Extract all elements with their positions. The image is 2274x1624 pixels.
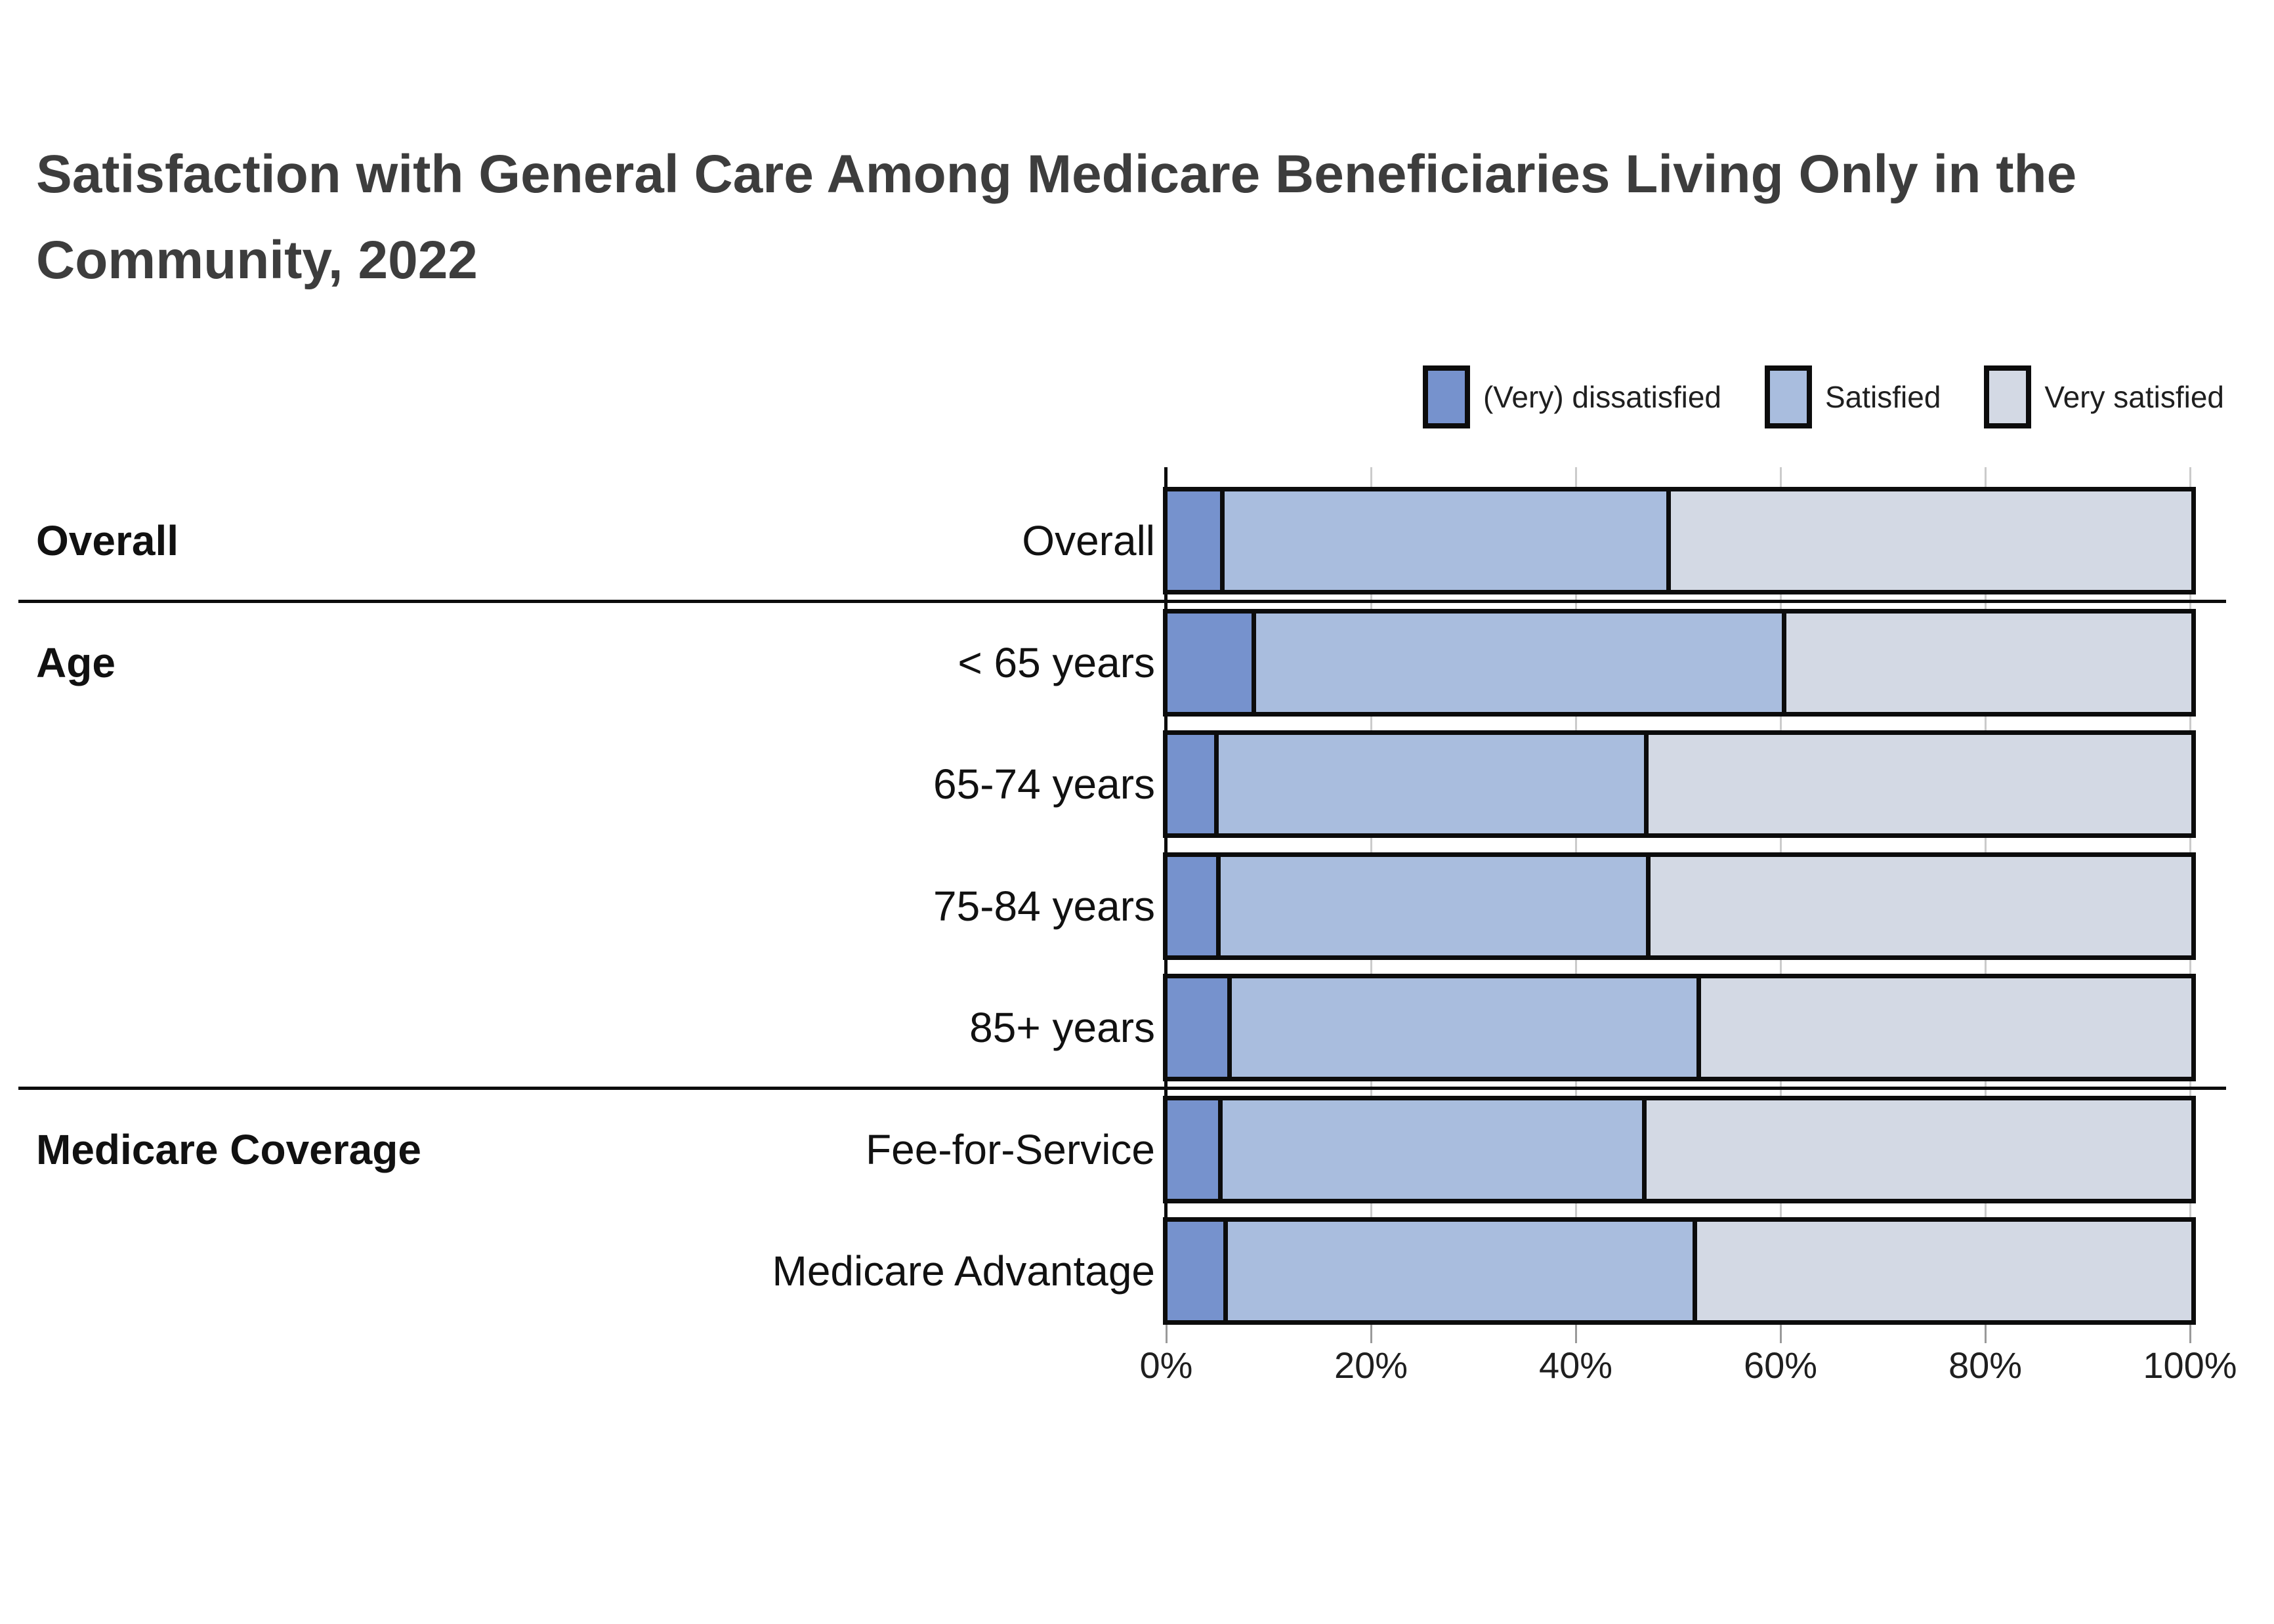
row-label: Overall xyxy=(1022,517,1155,564)
bar-segment-very-satisfied[interactable] xyxy=(1666,491,2191,590)
bar-segment--very-dissatisfied[interactable] xyxy=(1168,614,1252,712)
x-axis-tick xyxy=(1370,1325,1372,1343)
bar-segment-very-satisfied[interactable] xyxy=(1643,735,2191,833)
group-separator xyxy=(18,600,2226,603)
legend-item[interactable]: Satisfied xyxy=(1764,365,1941,428)
x-axis-tick xyxy=(1574,1325,1577,1343)
row-label: 75-84 years xyxy=(933,883,1155,930)
x-axis-tick-label: 60% xyxy=(1743,1344,1818,1386)
bar-segment--very-dissatisfied[interactable] xyxy=(1168,1222,1224,1320)
group-separator xyxy=(18,1087,2226,1090)
stacked-bar xyxy=(1163,852,2196,960)
row-label: 65-74 years xyxy=(933,760,1155,808)
bar-segment-very-satisfied[interactable] xyxy=(1645,857,2191,955)
bar-segment-satisfied[interactable] xyxy=(1216,857,1646,955)
stacked-bar xyxy=(1163,1096,2196,1203)
legend: (Very) dissatisfied Satisfied Very satis… xyxy=(1422,365,2224,428)
row-label: Fee-for-Service xyxy=(866,1126,1155,1173)
x-axis-tick xyxy=(1779,1325,1782,1343)
stacked-bar xyxy=(1163,1217,2196,1325)
chart-row: 75-84 years xyxy=(0,852,2274,960)
legend-swatch[interactable] xyxy=(1764,365,1812,428)
bar-segment--very-dissatisfied[interactable] xyxy=(1168,735,1215,833)
stacked-bar xyxy=(1163,974,2196,1081)
x-axis-tick-label: 40% xyxy=(1538,1344,1613,1386)
legend-label: Satisfied xyxy=(1824,380,1941,414)
x-axis-tick xyxy=(2189,1325,2191,1343)
x-axis-tick-label: 0% xyxy=(1139,1344,1193,1386)
row-label: Medicare Advantage xyxy=(772,1247,1156,1295)
legend-label: (Very) dissatisfied xyxy=(1483,380,1721,414)
y-axis-line xyxy=(1164,467,1168,1325)
row-label: 85+ years xyxy=(969,1004,1155,1051)
row-group-label: Overall xyxy=(36,517,179,564)
x-axis-tick-label: 100% xyxy=(2143,1344,2237,1386)
bar-segment-very-satisfied[interactable] xyxy=(1782,614,2191,712)
legend-swatch[interactable] xyxy=(1422,365,1470,428)
bar-segment--very-dissatisfied[interactable] xyxy=(1168,491,1221,590)
bar-segment-satisfied[interactable] xyxy=(1218,1100,1642,1199)
bar-segment-satisfied[interactable] xyxy=(1220,491,1666,590)
chart-row: 85+ years xyxy=(0,974,2274,1081)
x-axis-tick xyxy=(1165,1325,1168,1343)
bar-segment-satisfied[interactable] xyxy=(1252,614,1782,712)
chart-row: Age < 65 years xyxy=(0,609,2274,717)
row-label: < 65 years xyxy=(958,639,1155,686)
chart-title: Satisfaction with General Care Among Med… xyxy=(36,144,2077,291)
legend-swatch[interactable] xyxy=(1984,365,2032,428)
row-group-label: Age xyxy=(36,639,116,686)
bar-segment-satisfied[interactable] xyxy=(1227,978,1697,1077)
chart-row: Overall Overall xyxy=(0,487,2274,594)
x-axis-tick-label: 20% xyxy=(1334,1344,1408,1386)
chart-row: Medicare Advantage xyxy=(0,1217,2274,1325)
stacked-bar xyxy=(1163,609,2196,717)
row-group-label: Medicare Coverage xyxy=(36,1126,421,1173)
bar-segment-very-satisfied[interactable] xyxy=(1641,1100,2191,1199)
chart-row: Medicare Coverage Fee-for-Service xyxy=(0,1096,2274,1203)
bar-segment--very-dissatisfied[interactable] xyxy=(1168,1100,1219,1199)
bar-segment-satisfied[interactable] xyxy=(1214,735,1644,833)
legend-label: Very satisfied xyxy=(2044,380,2224,414)
x-axis-tick xyxy=(1984,1325,1987,1343)
bar-segment--very-dissatisfied[interactable] xyxy=(1168,857,1217,955)
bar-segment--very-dissatisfied[interactable] xyxy=(1168,978,1228,1077)
x-axis-tick-label: 80% xyxy=(1948,1344,2023,1386)
chart-row: 65-74 years xyxy=(0,730,2274,838)
bar-segment-very-satisfied[interactable] xyxy=(1693,1222,2191,1320)
stacked-bar xyxy=(1163,730,2196,838)
legend-item[interactable]: (Very) dissatisfied xyxy=(1422,365,1721,428)
bar-segment-satisfied[interactable] xyxy=(1223,1222,1693,1320)
bar-segment-very-satisfied[interactable] xyxy=(1696,978,2191,1077)
legend-item[interactable]: Very satisfied xyxy=(1984,365,2224,428)
stacked-bar xyxy=(1163,487,2196,594)
